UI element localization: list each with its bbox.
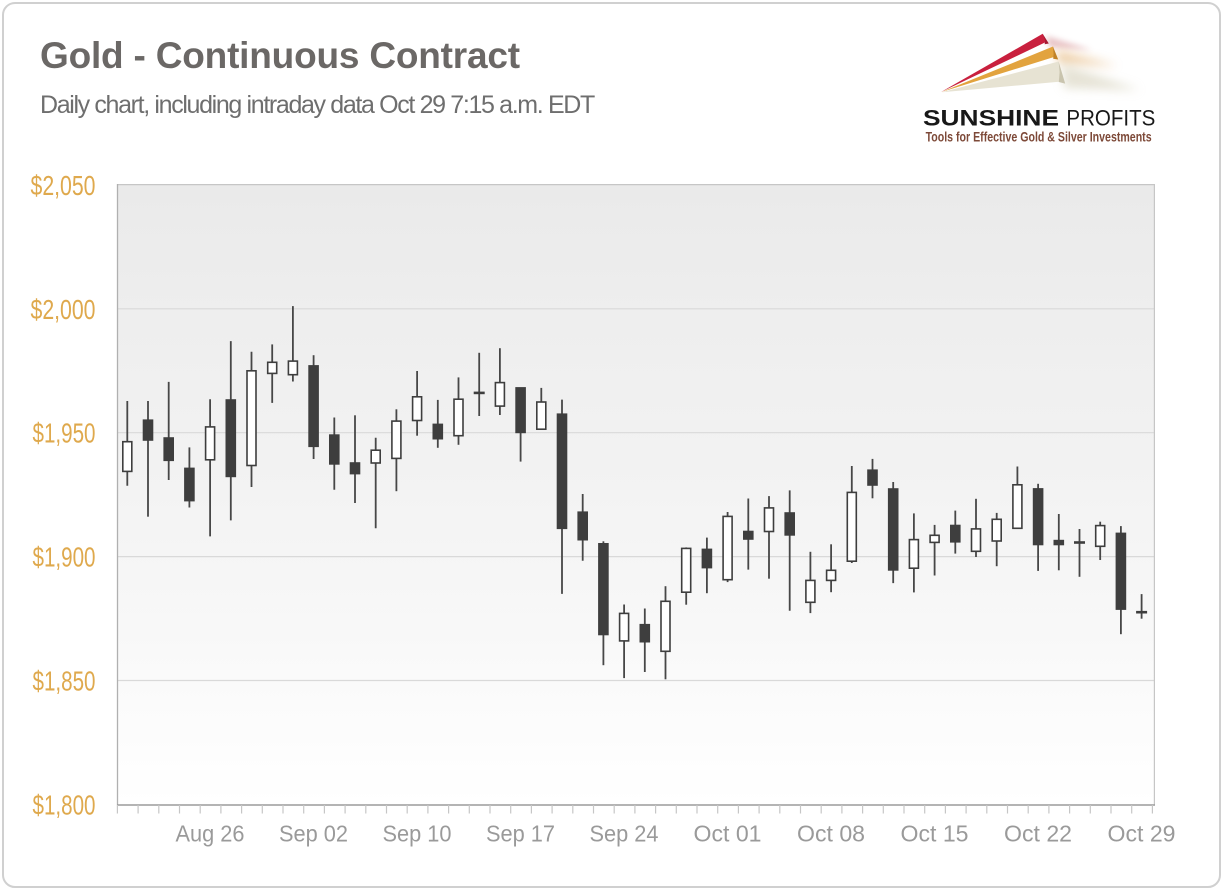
svg-text:Oct 29: Oct 29	[1108, 821, 1176, 847]
svg-text:Oct 08: Oct 08	[797, 821, 865, 847]
svg-text:$2,050: $2,050	[31, 170, 96, 201]
svg-text:SUNSHINE: SUNSHINE	[923, 105, 1059, 130]
svg-text:Oct 15: Oct 15	[901, 821, 969, 847]
svg-text:Sep 17: Sep 17	[486, 821, 555, 847]
svg-text:Oct 22: Oct 22	[1004, 821, 1072, 847]
svg-text:Sep 10: Sep 10	[383, 821, 452, 847]
svg-text:$1,800: $1,800	[33, 789, 96, 820]
svg-text:Oct 01: Oct 01	[694, 821, 762, 847]
svg-text:PROFITS: PROFITS	[1066, 105, 1155, 130]
svg-text:Tools for Effective Gold & Sil: Tools for Effective Gold & Silver Invest…	[926, 129, 1152, 145]
svg-text:Sep 02: Sep 02	[279, 821, 348, 847]
svg-text:$1,950: $1,950	[33, 418, 96, 449]
svg-text:$2,000: $2,000	[31, 294, 96, 325]
svg-text:Aug 26: Aug 26	[176, 821, 245, 847]
svg-text:$1,900: $1,900	[33, 542, 96, 573]
svg-text:Sep 24: Sep 24	[590, 821, 659, 847]
svg-text:$1,850: $1,850	[33, 666, 96, 697]
